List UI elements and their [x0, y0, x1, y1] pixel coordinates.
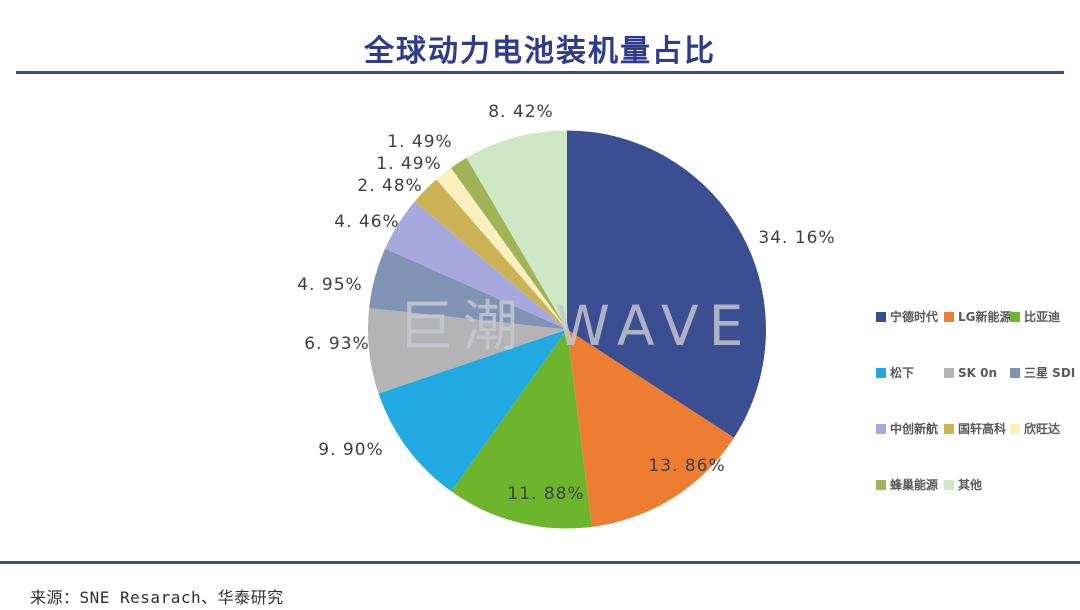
- legend-label: 中创新航: [890, 422, 939, 436]
- footer-divider: [0, 561, 1080, 564]
- legend-item-0: 宁德时代: [876, 308, 944, 325]
- legend-item-8: 欣旺达: [1010, 420, 1075, 437]
- legend-swatch-icon: [944, 479, 954, 490]
- pie-slice-0: [567, 130, 767, 438]
- legend-label: LG新能源: [958, 310, 1012, 324]
- pie-slice-4: [367, 308, 567, 394]
- slice-label-5: 4. 95%: [297, 275, 363, 295]
- legend-label: SK 0n: [958, 365, 998, 380]
- slice-label-3: 9. 90%: [318, 440, 384, 460]
- pie-slice-6: [385, 201, 567, 330]
- legend-swatch-icon: [944, 311, 954, 322]
- slice-label-10: 8. 42%: [488, 102, 554, 122]
- legend-item-3: 松下: [876, 364, 944, 381]
- legend-item-4: SK 0n: [944, 366, 1010, 380]
- pie-slice-7: [414, 179, 567, 330]
- watermark: 巨潮 WAVE: [398, 294, 754, 358]
- legend-swatch-icon: [876, 367, 886, 378]
- legend-swatch-icon: [876, 311, 886, 322]
- legend-label: 蜂巢能源: [890, 478, 939, 492]
- legend-swatch-icon: [876, 423, 886, 434]
- legend-label: 国轩高科: [958, 422, 1007, 436]
- legend-item-6: 中创新航: [876, 420, 944, 437]
- legend-label: 欣旺达: [1024, 422, 1061, 436]
- slice-label-6: 4. 46%: [334, 212, 400, 232]
- legend-item-1: LG新能源: [944, 308, 1012, 325]
- legend-item-9: 蜂巢能源: [876, 476, 944, 493]
- slice-label-8: 1. 49%: [376, 154, 442, 174]
- legend-swatch-icon: [944, 367, 954, 378]
- slice-label-9: 1. 49%: [387, 132, 453, 152]
- legend-swatch-icon: [1010, 423, 1020, 434]
- pie-slice-2: [451, 329, 592, 529]
- pie-slice-1: [567, 329, 734, 527]
- legend-swatch-icon: [876, 479, 886, 490]
- pie-slice-5: [369, 248, 567, 330]
- chart-title: 全球动力电池装机量占比: [364, 34, 716, 69]
- pie-slice-8: [436, 167, 567, 330]
- pie-slice-9: [450, 157, 567, 330]
- legend-item-5: 三星 SDI: [1010, 364, 1075, 381]
- legend-label: 松下: [890, 366, 915, 380]
- legend: 宁德时代 LG新能源 比亚迪松下 SK 0n 三星 SDI 中创新航 国轩高科 欣旺达蜂巢能源…: [876, 308, 1075, 493]
- title-divider: [16, 71, 1064, 74]
- slice-label-7: 2. 48%: [357, 176, 423, 196]
- legend-swatch-icon: [1010, 311, 1020, 322]
- legend-item-2: 比亚迪: [1010, 308, 1075, 325]
- source-note: 来源：SNE Resarach、华泰研究: [30, 588, 284, 607]
- legend-label: 宁德时代: [890, 310, 939, 324]
- pie-slice-3: [378, 329, 567, 492]
- legend-item-10: 其他: [944, 476, 1010, 493]
- legend-label: 其他: [958, 478, 983, 492]
- slice-label-2: 11. 88%: [507, 484, 585, 504]
- pie-slice-10: [466, 130, 567, 330]
- slice-label-0: 34. 16%: [758, 228, 836, 248]
- slice-label-4: 6. 93%: [304, 334, 370, 354]
- legend-label: 比亚迪: [1024, 310, 1061, 324]
- legend-swatch-icon: [1010, 367, 1020, 378]
- legend-item-7: 国轩高科: [944, 420, 1010, 437]
- slice-label-1: 13. 86%: [648, 456, 726, 476]
- legend-swatch-icon: [944, 423, 954, 434]
- legend-label: 三星 SDI: [1024, 366, 1076, 380]
